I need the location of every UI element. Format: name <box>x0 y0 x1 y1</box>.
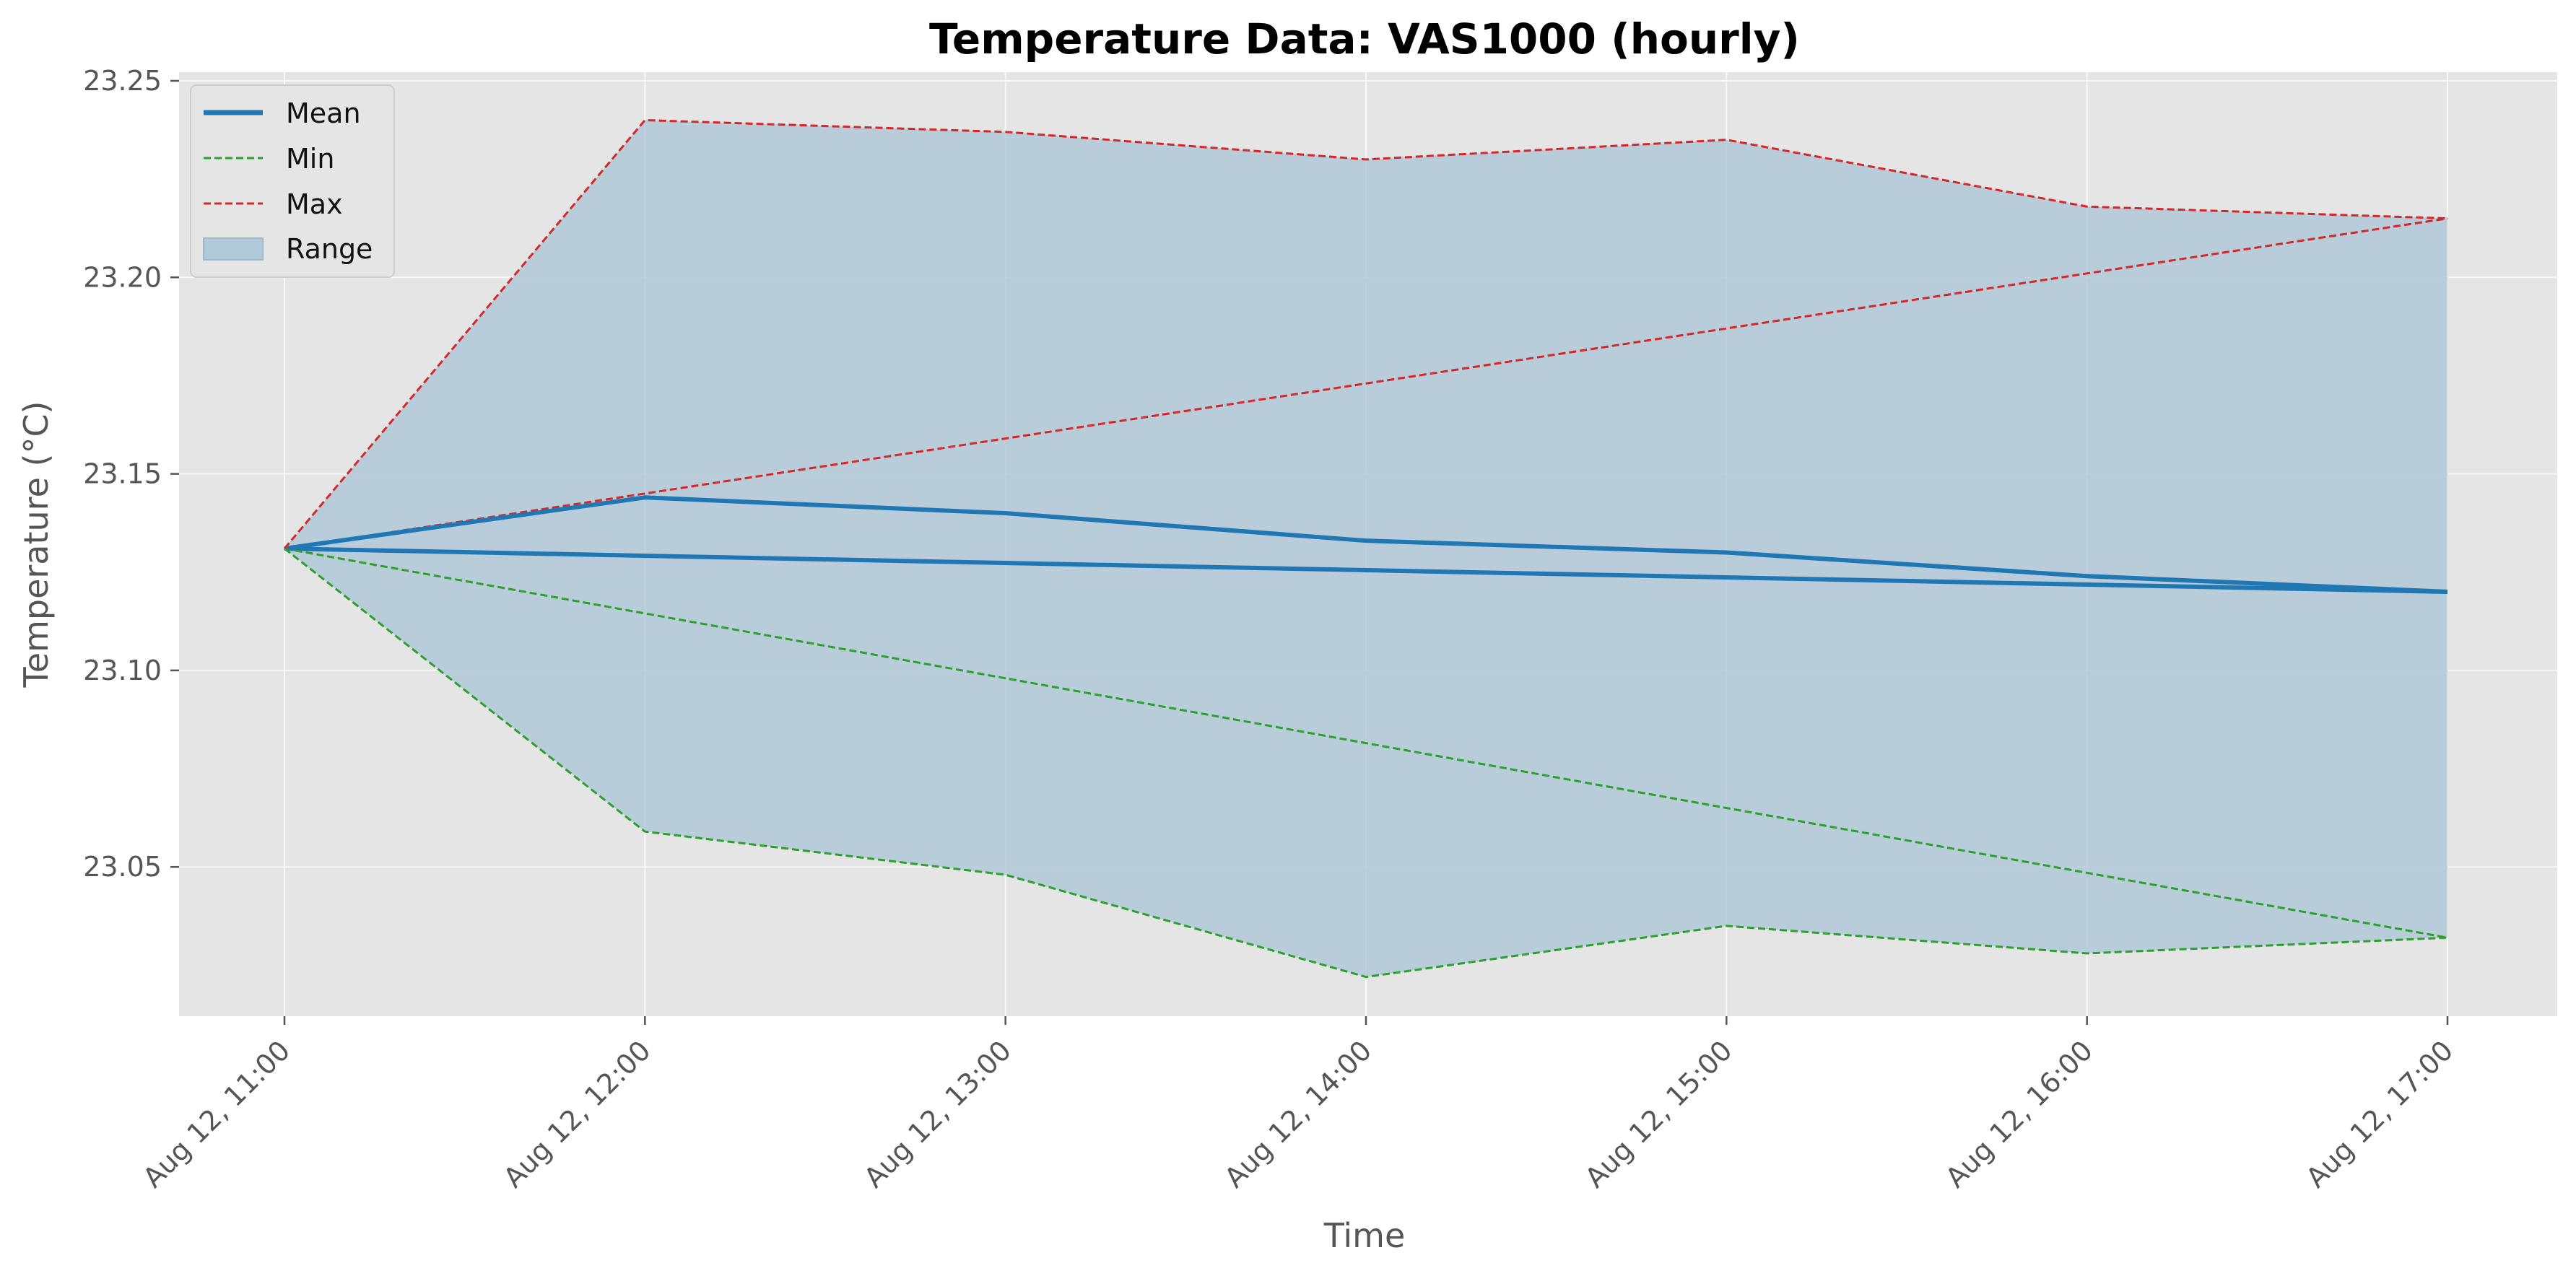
x-tick-label: Aug 12, 16:00 <box>1939 1034 2099 1194</box>
series-lines <box>283 118 2448 979</box>
max-trend-line <box>284 217 2448 550</box>
legend-label-mean: Mean <box>286 97 361 129</box>
range-area <box>284 120 2447 977</box>
mean-series-line <box>284 495 2448 594</box>
x-tick-label: Aug 12, 11:00 <box>137 1034 297 1194</box>
legend-label-max: Max <box>286 188 343 220</box>
min-trend-line <box>284 547 2448 939</box>
y-axis-label: Temperature (°C) <box>17 401 56 688</box>
x-tick-label: Aug 12, 13:00 <box>858 1034 1017 1194</box>
x-axis-label: Time <box>1323 1216 1406 1255</box>
y-tick-label: 23.05 <box>83 851 162 883</box>
x-tick-label: Aug 12, 17:00 <box>2300 1034 2460 1194</box>
legend: Mean Min Max Range <box>190 84 395 278</box>
legend-swatch-range <box>203 237 264 261</box>
x-tick-label: Aug 12, 12:00 <box>497 1034 657 1194</box>
chart-title: Temperature Data: VAS1000 (hourly) <box>929 14 1800 64</box>
x-tick-label: Aug 12, 15:00 <box>1579 1034 1739 1194</box>
legend-label-range: Range <box>286 233 373 265</box>
mean-trend-line <box>284 546 2448 594</box>
legend-label-min: Min <box>286 143 334 175</box>
legend-box <box>190 84 395 278</box>
y-tick-label: 23.10 <box>83 655 162 686</box>
range-layer <box>284 120 2447 977</box>
min-series-line <box>284 547 2448 979</box>
y-tick-label: 23.20 <box>83 261 162 293</box>
y-tick-label: 23.25 <box>83 65 162 97</box>
max-series-line <box>283 118 2448 550</box>
x-tick-label: Aug 12, 14:00 <box>1219 1034 1378 1194</box>
y-tick-label: 23.15 <box>83 458 162 490</box>
